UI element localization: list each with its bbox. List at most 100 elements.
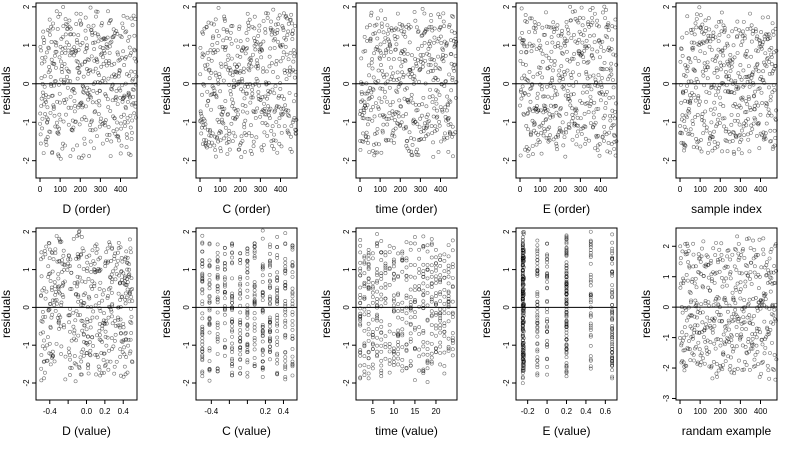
residual-point bbox=[591, 73, 596, 78]
x-tick-label: 400 bbox=[754, 185, 768, 194]
residual-point bbox=[729, 355, 733, 360]
residual-point bbox=[366, 376, 371, 381]
residual-point bbox=[723, 264, 728, 269]
residual-point bbox=[690, 334, 695, 339]
residual-point bbox=[738, 287, 743, 292]
y-tick-label: 0 bbox=[502, 305, 511, 310]
residual-point bbox=[442, 321, 447, 326]
residual-point bbox=[521, 309, 526, 314]
residual-point bbox=[252, 338, 257, 343]
residual-point bbox=[371, 87, 376, 92]
residual-point bbox=[375, 280, 379, 285]
residual-point bbox=[262, 106, 267, 111]
residual-point bbox=[545, 365, 549, 369]
residual-point bbox=[276, 95, 281, 100]
x-axis-title: C (order) bbox=[222, 202, 270, 216]
residual-point bbox=[58, 315, 63, 320]
residual-point bbox=[38, 141, 43, 146]
residual-point bbox=[754, 100, 759, 105]
residual-point bbox=[544, 117, 549, 122]
residual-point bbox=[117, 273, 121, 278]
residual-point bbox=[275, 323, 280, 328]
residual-point bbox=[587, 104, 592, 109]
residual-point bbox=[56, 284, 61, 289]
residual-point bbox=[117, 69, 122, 74]
residual-point bbox=[215, 135, 220, 140]
residual-point bbox=[72, 91, 77, 95]
residual-point bbox=[240, 79, 245, 84]
residual-point bbox=[425, 284, 430, 289]
y-tick-label: 1 bbox=[502, 267, 511, 272]
residual-point bbox=[739, 332, 743, 337]
residual-point bbox=[602, 61, 607, 65]
residual-point bbox=[42, 286, 47, 291]
residual-point bbox=[549, 58, 554, 63]
residual-point bbox=[358, 108, 363, 113]
residual-point bbox=[599, 98, 603, 103]
residual-point bbox=[42, 102, 46, 107]
residual-point bbox=[400, 345, 405, 350]
residual-point bbox=[67, 18, 72, 23]
residual-point bbox=[603, 16, 608, 21]
residual-point bbox=[427, 53, 432, 57]
y-tick-label: -2 bbox=[182, 157, 191, 165]
residual-point bbox=[116, 138, 121, 143]
residual-point bbox=[225, 28, 230, 32]
residual-point bbox=[540, 25, 545, 30]
residual-point bbox=[124, 295, 129, 300]
residual-point bbox=[535, 261, 540, 266]
residual-point bbox=[379, 63, 383, 67]
residual-point bbox=[45, 120, 50, 124]
residual-point bbox=[417, 267, 422, 272]
residual-point bbox=[77, 63, 82, 68]
residual-point bbox=[362, 369, 367, 374]
residual-point bbox=[268, 261, 272, 266]
residual-point bbox=[438, 311, 443, 315]
residual-point bbox=[209, 58, 214, 63]
y-tick-label: 0 bbox=[502, 81, 511, 86]
residual-point bbox=[588, 364, 593, 369]
residual-point bbox=[610, 291, 615, 296]
residual-point bbox=[273, 108, 277, 113]
residual-point bbox=[522, 91, 527, 96]
residual-point bbox=[200, 316, 205, 321]
residual-point bbox=[749, 39, 754, 44]
residual-point bbox=[250, 95, 255, 100]
residual-point bbox=[383, 282, 388, 286]
residual-point bbox=[604, 132, 609, 137]
residual-point bbox=[46, 95, 51, 99]
residual-point bbox=[760, 298, 765, 303]
residual-point bbox=[222, 275, 227, 280]
residual-point bbox=[564, 111, 569, 116]
residual-point bbox=[76, 254, 80, 259]
residual-point bbox=[215, 310, 220, 315]
residual-point bbox=[446, 349, 451, 353]
residual-point bbox=[230, 328, 234, 333]
residual-point bbox=[609, 142, 614, 146]
residual-point bbox=[88, 262, 93, 267]
residual-point bbox=[410, 72, 415, 76]
residual-point bbox=[610, 313, 615, 318]
residual-point bbox=[55, 120, 59, 125]
residual-point bbox=[377, 142, 381, 147]
residual-point bbox=[741, 247, 745, 251]
residual-point bbox=[547, 138, 552, 143]
residual-point bbox=[575, 115, 580, 120]
residual-point bbox=[425, 276, 430, 281]
residual-point bbox=[127, 351, 132, 356]
residual-point bbox=[252, 325, 257, 330]
residual-point bbox=[368, 85, 372, 90]
residual-point bbox=[364, 25, 369, 30]
residual-point bbox=[82, 340, 86, 344]
residual-point bbox=[238, 276, 243, 281]
residual-point bbox=[520, 327, 525, 331]
residual-point bbox=[398, 81, 403, 86]
residual-point bbox=[283, 350, 288, 355]
residual-point bbox=[718, 337, 723, 342]
residual-point bbox=[742, 36, 747, 41]
residual-point bbox=[728, 276, 733, 281]
residual-point bbox=[685, 83, 689, 88]
residual-point bbox=[743, 279, 748, 284]
residual-point bbox=[245, 11, 250, 16]
residual-point bbox=[450, 77, 455, 82]
